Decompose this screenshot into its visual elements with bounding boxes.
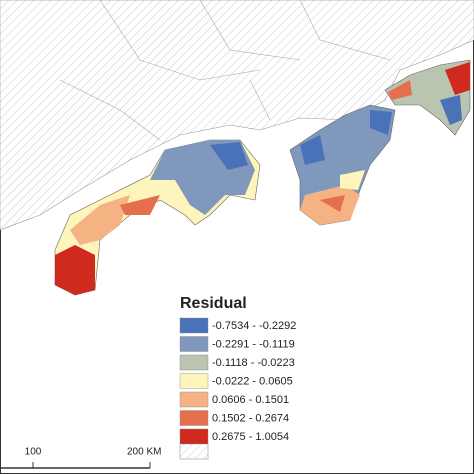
legend-swatch — [179, 410, 209, 426]
legend: Residual -0.7534 - -0.2292 -0.2291 - -0.1… — [179, 295, 296, 460]
shikoku — [54, 139, 261, 296]
legend-label: 0.1502 - 0.2674 — [212, 412, 289, 424]
legend-label: -0.1118 - -0.0223 — [212, 357, 295, 369]
scale-bar: 100 200 KM — [0, 447, 161, 469]
kii — [289, 104, 396, 226]
prefecture-borders — [0, 0, 474, 141]
legend-label: -0.7534 - -0.2292 — [212, 320, 296, 332]
legend-label: -0.0222 - 0.0605 — [212, 375, 293, 387]
legend-swatch — [179, 373, 209, 389]
legend-label: -0.2291 - -0.1119 — [212, 338, 295, 350]
scale-label: 200 KM — [127, 447, 161, 458]
kanto — [384, 59, 471, 136]
legend-swatch — [179, 442, 209, 460]
legend-swatch — [179, 391, 209, 408]
legend-title: Residual — [180, 295, 247, 312]
legend-swatch — [179, 336, 209, 352]
legend-swatch — [179, 428, 209, 445]
legend-swatch — [179, 317, 209, 334]
scale-label: 100 — [25, 447, 42, 458]
other-prefectures — [0, 0, 474, 231]
legend-label: 0.2675 - 1.0054 — [212, 431, 289, 443]
legend-swatch — [179, 354, 209, 371]
legend-label: 0.0606 - 0.1501 — [212, 394, 289, 406]
